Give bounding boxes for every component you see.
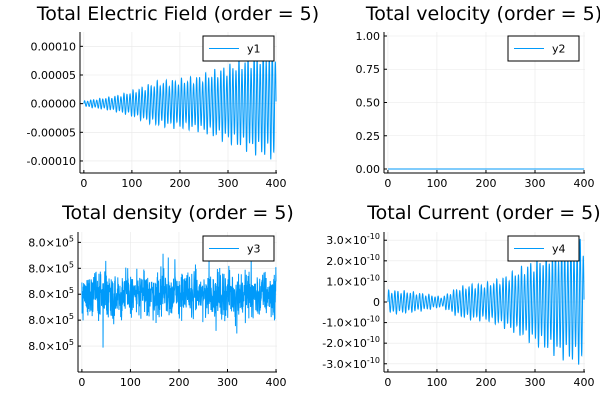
y-tick-label: 1.00 (356, 30, 381, 43)
x-tick-label: 200 (475, 376, 496, 389)
y-tick-label: 1.0×10-10 (326, 273, 380, 288)
x-tick-label: 0 (384, 376, 391, 389)
x-tick-label: 100 (426, 376, 447, 389)
subplot-title: Total Electric Field (order = 5) (36, 3, 319, 25)
x-tick-label: 400 (266, 177, 287, 190)
x-tick-label: 400 (266, 376, 287, 389)
subplot-1: 0 100 200 300 400 0.00010 0.00005 0.00000 -0.000… (27, 3, 320, 190)
y-tick-label: -2.0×10-10 (322, 335, 380, 350)
subplot-title: Total velocity (order = 5) (365, 3, 600, 25)
y-tick-label: -0.00005 (27, 126, 76, 139)
legend: y3 (202, 235, 275, 262)
legend-label: y1 (247, 43, 261, 56)
y-tick-label: -1.0×10-10 (322, 315, 380, 330)
legend: y4 (507, 235, 580, 262)
x-tick-label: 100 (426, 177, 447, 190)
y-tick-label: 0.00010 (31, 40, 77, 53)
x-tick-label: 0 (78, 376, 85, 389)
y-tick-label: 0.50 (356, 97, 381, 110)
series-line-y3 (81, 253, 277, 348)
legend: y1 (202, 35, 275, 62)
x-tick-label: 300 (524, 376, 545, 389)
y-tick-label: 0.25 (356, 130, 381, 143)
x-tick-label: 400 (574, 376, 595, 389)
y-tick-label: 8.0×105 (28, 338, 74, 353)
y-tick-label: 8.0×105 (28, 260, 74, 275)
y-tick-label: -0.00010 (27, 155, 76, 168)
legend-label: y4 (552, 243, 566, 256)
subplot-2: 0 100 200 300 400 0.00 0.25 0.50 0.75 1.00 Total v… (356, 3, 600, 190)
legend: y2 (507, 35, 580, 62)
legend-label: y3 (247, 243, 261, 256)
x-tick-label: 200 (475, 177, 496, 190)
subplot-3: 0 100 200 300 400 8.0×105 8.0×105 8.0×105 8.0×10… (28, 202, 294, 389)
y-tick-label: 3.0×10-10 (326, 232, 380, 247)
series-line-y4 (387, 238, 585, 365)
x-tick-label: 200 (169, 177, 190, 190)
x-tick-label: 300 (217, 177, 238, 190)
y-tick-label: 8.0×105 (28, 286, 74, 301)
x-tick-label: 200 (168, 376, 189, 389)
x-tick-label: 300 (217, 376, 238, 389)
y-tick-label: 8.0×105 (28, 234, 74, 249)
x-tick-label: 400 (574, 177, 595, 190)
y-tick-label: 0 (373, 296, 380, 309)
y-tick-label: 0.00000 (31, 98, 77, 111)
y-tick-label: 0.75 (356, 63, 381, 76)
x-tick-label: 300 (524, 177, 545, 190)
y-tick-label: 0.00005 (31, 69, 77, 82)
x-tick-label: 0 (80, 177, 87, 190)
y-tick-label: 8.0×105 (28, 312, 74, 327)
x-tick-label: 100 (121, 177, 142, 190)
y-tick-label: 0.00 (356, 163, 381, 176)
subplot-title: Total Current (order = 5) (366, 202, 600, 224)
subplot-title: Total density (order = 5) (61, 202, 294, 224)
legend-label: y2 (552, 43, 566, 56)
y-tick-label: -3.0×10-10 (322, 356, 380, 371)
x-tick-label: 0 (384, 177, 391, 190)
y-tick-label: 2.0×10-10 (326, 253, 380, 268)
series-line-y1 (83, 47, 277, 160)
subplot-4: 0 100 200 300 400 3.0×10-10 2.0×10-10 1.0×10-10… (322, 202, 600, 389)
x-tick-label: 100 (120, 376, 141, 389)
